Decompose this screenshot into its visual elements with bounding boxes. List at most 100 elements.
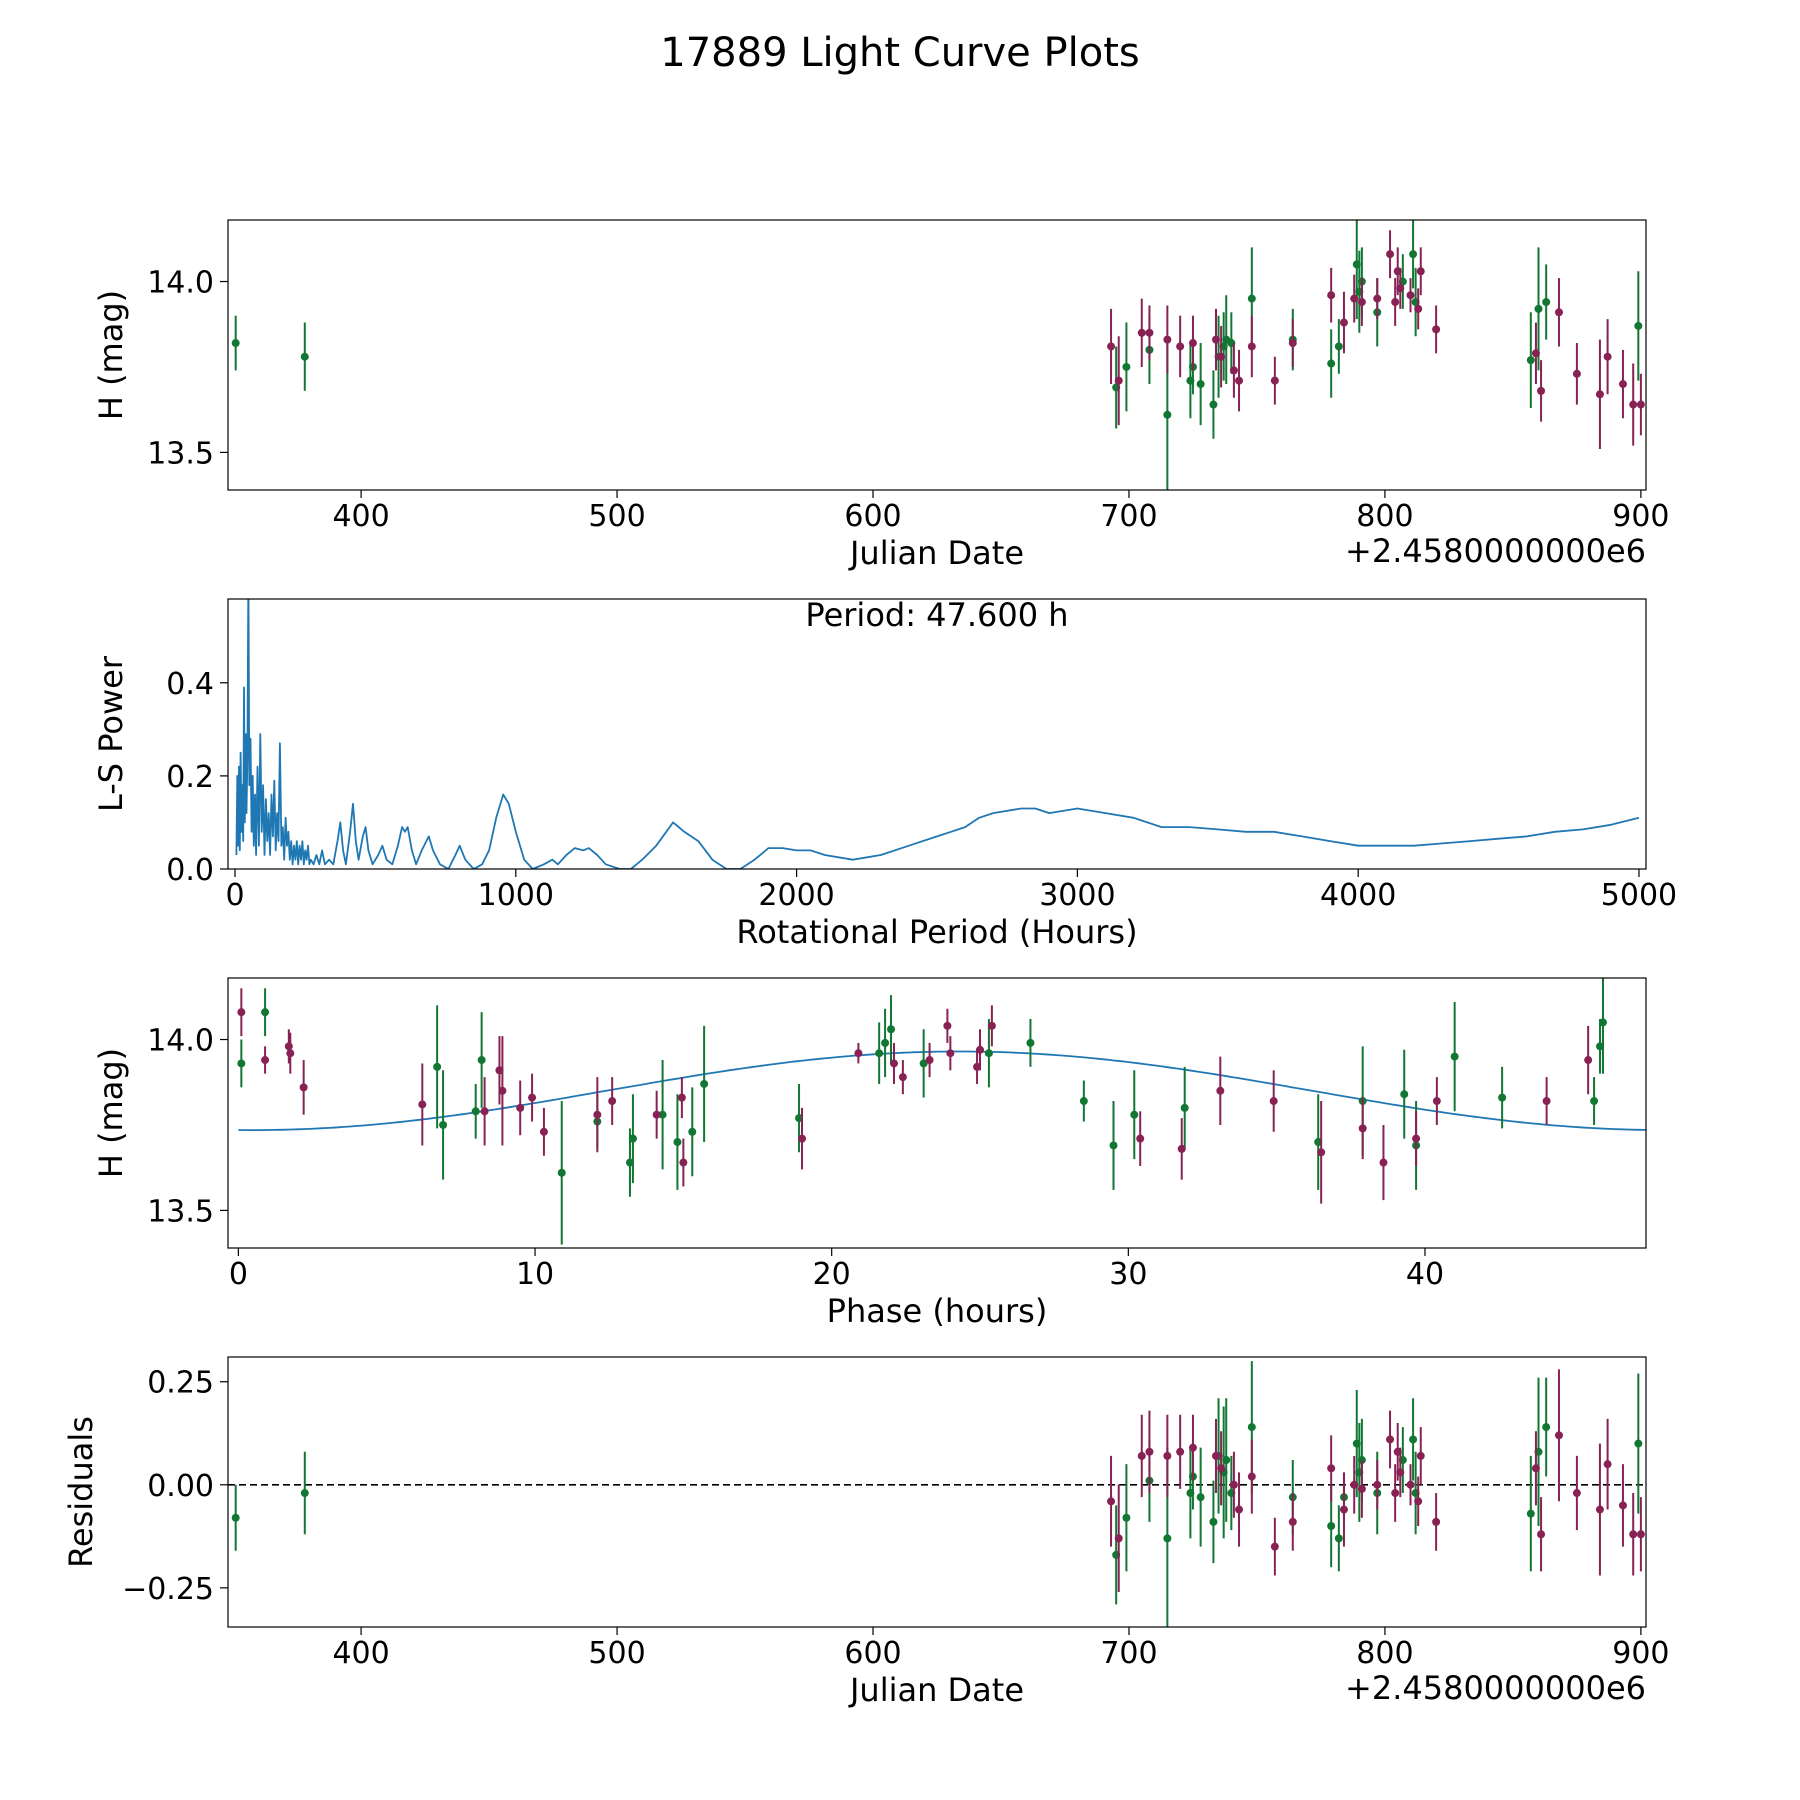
residuals-purple-point <box>1247 1472 1256 1481</box>
phased-curve-xtick-label: 30 <box>1109 1257 1147 1292</box>
phased-curve-purple-point <box>284 1042 293 1051</box>
residuals-xtick-label: 400 <box>332 1636 389 1671</box>
phased-curve-purple-point <box>261 1056 270 1065</box>
residuals-purple-point <box>1406 1480 1415 1489</box>
residuals-purple-point <box>1416 1451 1425 1460</box>
light-curve-purple-point <box>1217 352 1226 361</box>
phased-curve-green-point <box>688 1127 697 1136</box>
phased-curve-green-point <box>673 1138 682 1147</box>
residuals-purple-point <box>1414 1497 1423 1506</box>
residuals-xlabel: Julian Date <box>848 1671 1024 1709</box>
phased-curve-data-layer <box>237 978 1646 1245</box>
light-curve-purple-point <box>1618 380 1627 389</box>
figure-title: 17889 Light Curve Plots <box>660 30 1140 76</box>
light-curve-purple-point <box>1163 335 1172 344</box>
light-curve-purple-point <box>1235 376 1244 385</box>
light-curve-xtick-label: 600 <box>844 499 901 534</box>
phased-curve-green-point <box>1180 1103 1189 1112</box>
light-curve-green-point <box>1526 356 1535 365</box>
phased-curve-green-point <box>658 1110 667 1119</box>
light-curve-panel: 400 500 600 700 800 900 13.5 14.0 Julian Date +2.… <box>92 219 1670 572</box>
phased-curve-ytick-label: 14.0 <box>147 1024 214 1059</box>
residuals-ytick-label: −0.25 <box>122 1572 214 1607</box>
light-curve-purple-point <box>1416 267 1425 276</box>
light-curve-purple-point <box>1188 339 1197 348</box>
residuals-purple-point <box>1554 1431 1563 1440</box>
phased-curve-green-point <box>237 1059 246 1068</box>
light-curve-green-point <box>1542 298 1551 307</box>
phased-curve-green-point <box>628 1134 637 1143</box>
periodogram-xtick-label: 5000 <box>1601 878 1677 913</box>
light-curve-xlabel: Julian Date <box>848 534 1024 572</box>
phased-curve-green-point <box>1079 1097 1088 1106</box>
phased-curve-green-point <box>1590 1097 1599 1106</box>
residuals-ytick-label: 0.00 <box>147 1469 214 1504</box>
phased-curve-green-point <box>557 1168 566 1177</box>
phased-curve-green-point <box>887 1025 896 1034</box>
phased-curve-green-point <box>984 1049 993 1058</box>
light-curve-green-point <box>300 352 309 361</box>
residuals-purple-point <box>1145 1447 1154 1456</box>
residuals-purple-point <box>1235 1505 1244 1514</box>
residuals-purple-point <box>1386 1435 1395 1444</box>
light-curve-purple-point <box>1145 328 1154 337</box>
residuals-purple-point <box>1229 1480 1238 1489</box>
residuals-purple-point <box>1618 1501 1627 1510</box>
light-curve-purple-point <box>1554 308 1563 317</box>
phased-curve-xtick-label: 10 <box>516 1257 554 1292</box>
phased-curve-purple-point <box>516 1103 525 1112</box>
light-curve-green-point <box>1209 400 1218 409</box>
phased-curve-purple-point <box>299 1083 308 1092</box>
light-curve-purple-point <box>1432 325 1441 334</box>
phased-curve-green-point <box>477 1056 486 1065</box>
phased-curve-green-point <box>439 1120 448 1129</box>
phased-curve-xlabel: Phase (hours) <box>827 1292 1048 1330</box>
phased-curve-purple-point <box>286 1049 295 1058</box>
phased-curve-frame <box>227 977 1647 1249</box>
residuals-xtick-label: 900 <box>1612 1636 1669 1671</box>
phased-curve-purple-point <box>1584 1056 1593 1065</box>
light-curve-purple-point <box>1373 294 1382 303</box>
periodogram-frame <box>227 598 1647 870</box>
phased-curve-purple-point <box>1379 1158 1388 1167</box>
residuals-x-offset-label: +2.4580000000e6 <box>1345 1669 1646 1707</box>
phased-curve-purple-point <box>539 1127 548 1136</box>
light-curve-purple-point <box>1391 298 1400 307</box>
phased-curve-green-point <box>1026 1038 1035 1047</box>
residuals-purple-point <box>1391 1489 1400 1498</box>
residuals-purple-point <box>1350 1480 1359 1489</box>
residuals-data-layer <box>228 1361 1646 1627</box>
residuals-purple-point <box>1531 1464 1540 1473</box>
light-curve-purple-point <box>1537 386 1546 395</box>
residuals-green-point <box>1247 1423 1256 1432</box>
phased-curve-purple-point <box>889 1059 898 1068</box>
light-curve-xtick-label: 400 <box>332 499 389 534</box>
residuals-purple-point <box>1188 1443 1197 1452</box>
periodogram-data-layer <box>235 599 1640 869</box>
phased-curve-green-point <box>1450 1052 1459 1061</box>
light-curve-green-point <box>1196 380 1205 389</box>
residuals-purple-point <box>1107 1497 1116 1506</box>
residuals-purple-point <box>1357 1484 1366 1493</box>
residuals-purple-point <box>1339 1505 1348 1514</box>
light-curve-x-offset-label: +2.4580000000e6 <box>1345 532 1646 570</box>
light-curve-purple-point <box>1396 284 1405 293</box>
light-curve-purple-point <box>1357 298 1366 307</box>
phased-curve-green-point <box>471 1107 480 1116</box>
residuals-purple-point <box>1217 1464 1226 1473</box>
periodogram-ytick-label: 0.0 <box>166 853 214 888</box>
light-curve-purple-point <box>1137 328 1146 337</box>
residuals-green-point <box>1409 1435 1418 1444</box>
phased-curve-green-point <box>1400 1090 1409 1099</box>
light-curve-purple-point <box>1247 342 1256 351</box>
phased-curve-purple-point <box>1542 1097 1551 1106</box>
periodogram-ytick-label: 0.4 <box>166 667 214 702</box>
phased-curve-green-point <box>261 1008 270 1017</box>
residuals-ytick-label: 0.25 <box>147 1366 214 1401</box>
phased-curve-purple-point <box>1216 1086 1225 1095</box>
light-curve-purple-point <box>1414 304 1423 313</box>
residuals-xtick-label: 700 <box>1100 1636 1157 1671</box>
light-curve-green-point <box>1163 410 1172 419</box>
phased-curve-purple-point <box>418 1100 427 1109</box>
